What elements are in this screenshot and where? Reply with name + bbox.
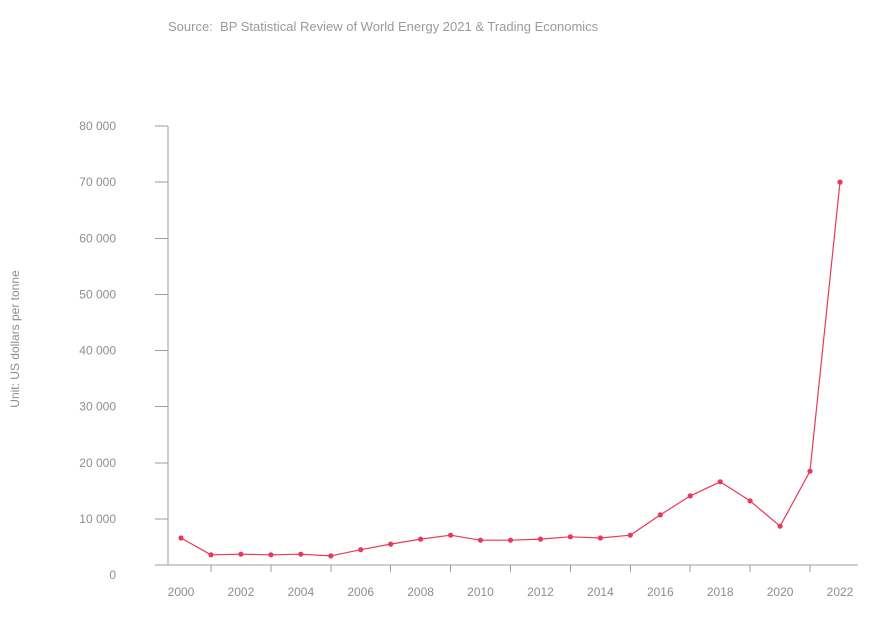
y-tick-label: 20 000 [79,456,116,470]
data-point [268,552,274,558]
y-tick-label: 0 [109,568,116,582]
data-point [537,536,544,542]
y-tick-label: 70 000 [79,175,116,189]
data-point [208,552,214,558]
x-tick-label: 2006 [347,585,374,599]
x-tick-label: 2008 [407,585,434,599]
x-tick-label: 2004 [287,585,314,599]
x-ticks: 2000 2002 2004 2006 2008 2010 2012 2014 2016 2018… [168,565,854,599]
data-point [178,535,184,541]
x-tick-label: 2012 [527,585,554,599]
y-tick-label: 30 000 [79,400,116,414]
x-tick-label: 2020 [767,585,794,599]
x-tick-label: 2022 [827,585,854,599]
x-axis: 2000 2002 2004 2006 2008 2010 2012 2014 2016 2018… [155,564,858,599]
data-point [477,537,484,543]
source-note: Source: BP Statistical Review of World E… [168,19,599,34]
y-tick-label: 80 000 [79,119,116,133]
data-point [747,498,753,504]
y-tick-label: 60 000 [79,231,116,245]
y-axis-title: Unit: US dollars per tonne [8,270,22,408]
data-point [837,179,843,185]
data-point [717,479,723,485]
x-tick-label: 2000 [168,585,195,599]
y-tick-label: 50 000 [79,287,116,301]
data-point [238,551,244,557]
y-tick-label: 10 000 [79,512,116,526]
x-tick-label: 2014 [587,585,614,599]
y-tick-label: 40 000 [79,344,116,358]
x-tick-label: 2010 [467,585,494,599]
data-point [298,551,304,557]
data-point [328,553,334,559]
data-point [627,532,633,538]
x-tick-label: 2016 [647,585,674,599]
data-point [358,547,364,553]
data-point [388,541,394,547]
data-point [448,532,454,538]
data-point [657,512,663,518]
y-ticks: 0 10 000 20 000 30 000 40 000 50 000 60 000 70 … [79,119,168,582]
data-point [687,493,693,499]
y-axis: 0 10 000 20 000 30 000 40 000 50 000 60 000 70 … [79,119,169,582]
data-point [507,537,514,543]
data-point [777,523,783,529]
plot-area [178,179,843,559]
x-tick-label: 2002 [228,585,255,599]
data-point [418,536,424,542]
data-point [597,535,604,541]
data-point [567,534,574,540]
series-line [180,182,841,557]
x-tick-label: 2018 [707,585,734,599]
data-point [807,468,813,474]
